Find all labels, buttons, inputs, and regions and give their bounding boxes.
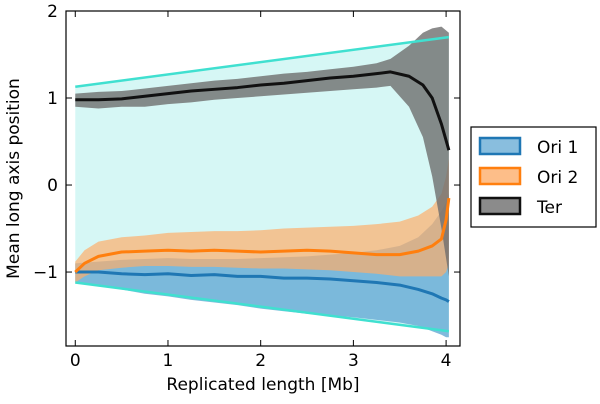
legend-label-2: Ori 2	[537, 168, 578, 188]
y-tick-label-0: −1	[33, 263, 58, 283]
y-tick-label-2: 1	[47, 89, 58, 109]
x-tick-label-4: 4	[441, 351, 452, 371]
legend-label-1: Ori 1	[537, 138, 578, 158]
y-tick-label-3: 2	[47, 2, 58, 22]
cell-boundary-upper-line	[75, 35, 450, 88]
x-tick-label-1: 1	[163, 351, 174, 371]
x-axis-label: Replicated length [Mb]	[166, 375, 359, 395]
y-tick-label-1: 0	[47, 176, 58, 196]
line-series-1	[75, 270, 450, 303]
x-tick-label-2: 2	[255, 351, 266, 371]
band-series-3	[75, 26, 449, 277]
legend-swatch-3	[478, 196, 522, 216]
legend-swatch-2	[478, 166, 522, 186]
y-axis-label: Mean long axis position	[4, 78, 24, 279]
plot-frame	[65, 10, 461, 347]
legend-label-3: Ter	[536, 198, 562, 218]
cell-boundary-lower-line	[75, 281, 450, 333]
legend-swatch-1	[478, 136, 522, 156]
x-tick-label-0: 0	[70, 351, 81, 371]
line-series-3	[75, 70, 451, 151]
line-series-2	[74, 197, 451, 274]
x-tick-label-3: 3	[348, 351, 359, 371]
